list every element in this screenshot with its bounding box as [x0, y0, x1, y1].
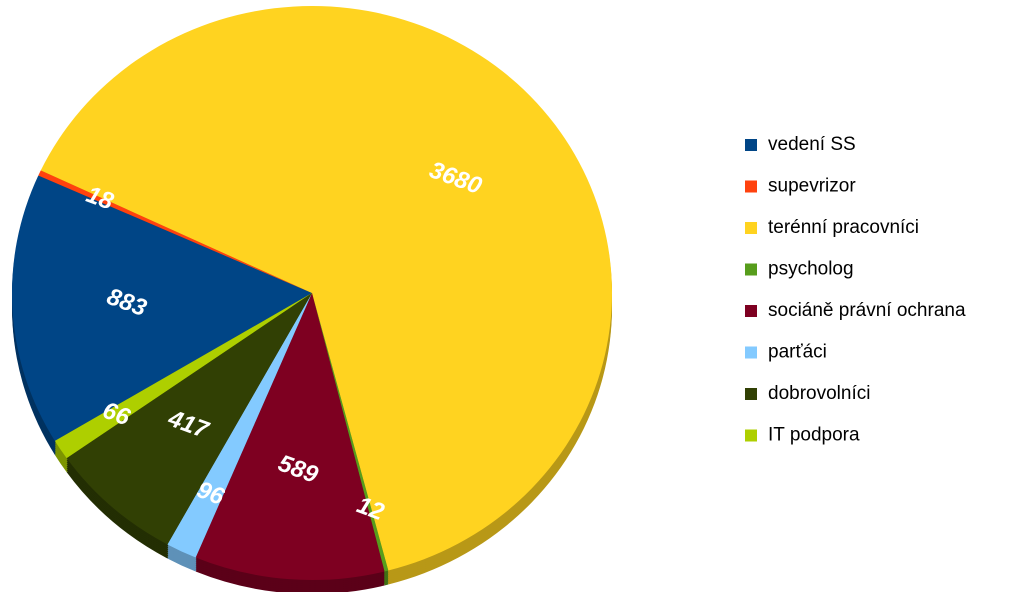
legend-swatch	[745, 346, 757, 359]
slice	[195, 293, 385, 581]
legend-label: supevrizor	[768, 176, 856, 197]
legend-swatch	[745, 180, 757, 193]
legend-swatch	[745, 388, 757, 400]
legend-label: IT podpora	[768, 425, 860, 446]
legend-swatch	[745, 139, 757, 151]
slice	[66, 293, 312, 545]
slice	[11, 175, 312, 441]
legend-swatch	[745, 222, 757, 234]
slice	[167, 293, 312, 558]
slice	[38, 170, 313, 293]
slice	[312, 293, 389, 572]
legend-swatch	[745, 305, 757, 317]
legend-label: vedení SS	[768, 134, 856, 155]
legend-label: parťáci	[768, 342, 827, 363]
slice	[40, 6, 613, 571]
slice	[54, 293, 312, 459]
legend-swatch	[745, 429, 757, 442]
legend-label: sociáně právní ochrana	[768, 300, 966, 321]
legend-label: psycholog	[768, 259, 854, 280]
legend-label: terénní pracovníci	[768, 217, 919, 238]
legend-label: dobrovolníci	[768, 383, 870, 404]
legend-swatch	[745, 263, 757, 276]
